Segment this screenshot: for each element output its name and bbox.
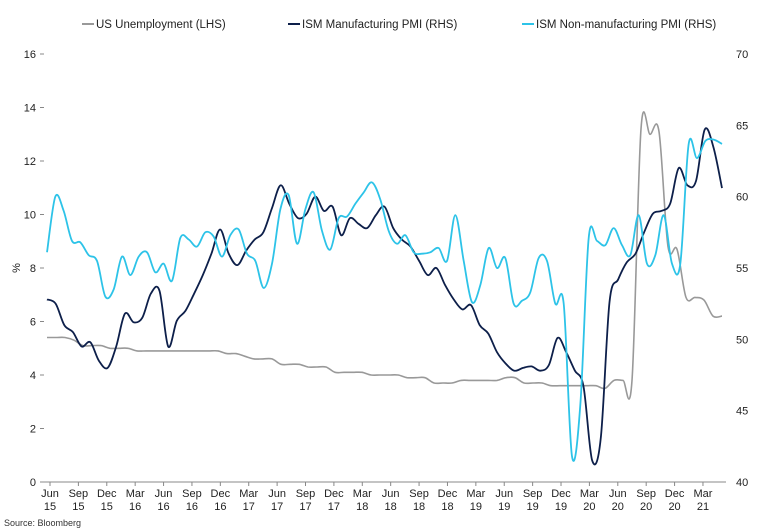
x-tick-label-year: 18 xyxy=(385,501,397,513)
x-tick-label-year: 19 xyxy=(555,501,567,513)
x-tick-label-year: 15 xyxy=(44,501,56,513)
x-tick-label-month: Dec xyxy=(438,488,458,500)
y-left-tick-label: 0 xyxy=(30,477,36,489)
x-tick-label-month: Jun xyxy=(41,488,59,500)
y-axis-left-ticks: 0 2 4 6 8 10 12 14 16 xyxy=(24,49,44,489)
x-tick-label-year: 18 xyxy=(356,501,368,513)
x-tick-label-month: Mar xyxy=(693,488,712,500)
x-tick-label-year: 15 xyxy=(101,501,113,513)
y-left-tick-label: 14 xyxy=(24,103,36,115)
series-line-unemployment xyxy=(46,111,723,400)
x-tick-label-month: Sep xyxy=(296,488,316,500)
x-tick-label-year: 20 xyxy=(583,501,595,513)
x-tick-label-year: 19 xyxy=(470,501,482,513)
x-tick-label-month: Mar xyxy=(239,488,258,500)
x-tick-label-year: 16 xyxy=(157,501,169,513)
series-line-ism-manufacturing xyxy=(46,127,723,466)
series-layer xyxy=(46,111,723,466)
x-axis-ticks: Jun15Sep15Dec15Mar16Jun16Sep16Dec16Mar17… xyxy=(41,482,713,513)
y-left-tick-label: 6 xyxy=(30,317,36,329)
y-right-tick-label: 50 xyxy=(736,334,748,346)
y-right-tick-label: 55 xyxy=(736,263,748,275)
y-left-tick-label: 8 xyxy=(30,263,36,275)
x-tick-label-year: 17 xyxy=(243,501,255,513)
x-tick-label-year: 17 xyxy=(328,501,340,513)
y-right-tick-label: 40 xyxy=(736,477,748,489)
y-right-tick-label: 60 xyxy=(736,192,748,204)
y-right-tick-label: 70 xyxy=(736,49,748,61)
x-tick-label-month: Sep xyxy=(69,488,89,500)
series-line-ism-nonmanufacturing xyxy=(46,137,723,462)
x-tick-label-year: 16 xyxy=(214,501,226,513)
x-tick-label-month: Sep xyxy=(182,488,202,500)
y-left-tick-label: 2 xyxy=(30,424,36,436)
x-tick-label-month: Mar xyxy=(353,488,372,500)
x-tick-label-month: Mar xyxy=(126,488,145,500)
x-tick-label-month: Jun xyxy=(495,488,513,500)
x-tick-label-year: 16 xyxy=(129,501,141,513)
y-left-tick-label: 12 xyxy=(24,156,36,168)
x-tick-label-year: 20 xyxy=(612,501,624,513)
x-tick-label-month: Jun xyxy=(382,488,400,500)
y-left-tick-label: 10 xyxy=(24,210,36,222)
x-tick-label-month: Dec xyxy=(97,488,117,500)
source-note: Source: Bloomberg xyxy=(4,518,81,528)
y-right-tick-label: 65 xyxy=(736,120,748,132)
legend-label-ism-manufacturing: ISM Manufacturing PMI (RHS) xyxy=(302,19,457,31)
y-left-tick-label: 16 xyxy=(24,49,36,61)
x-tick-label-month: Sep xyxy=(636,488,656,500)
x-tick-label-month: Jun xyxy=(609,488,627,500)
x-tick-label-month: Mar xyxy=(580,488,599,500)
x-tick-label-year: 21 xyxy=(697,501,709,513)
x-tick-label-year: 20 xyxy=(640,501,652,513)
y-right-tick-label: 45 xyxy=(736,406,748,418)
x-tick-label-month: Dec xyxy=(665,488,685,500)
x-tick-label-year: 20 xyxy=(668,501,680,513)
x-tick-label-month: Jun xyxy=(155,488,173,500)
y-axis-left-label: % xyxy=(11,263,23,273)
x-tick-label-year: 17 xyxy=(299,501,311,513)
x-tick-label-month: Mar xyxy=(466,488,485,500)
legend: US Unemployment (LHS) ISM Manufacturing … xyxy=(82,19,716,31)
legend-label-unemployment: US Unemployment (LHS) xyxy=(96,19,226,31)
x-tick-label-year: 19 xyxy=(498,501,510,513)
x-tick-label-month: Jun xyxy=(268,488,286,500)
x-tick-label-month: Dec xyxy=(324,488,344,500)
x-tick-label-year: 18 xyxy=(441,501,453,513)
legend-label-ism-nonmanufacturing: ISM Non-manufacturing PMI (RHS) xyxy=(536,19,716,31)
y-left-tick-label: 4 xyxy=(30,370,36,382)
x-tick-label-month: Dec xyxy=(211,488,231,500)
x-tick-label-year: 19 xyxy=(527,501,539,513)
x-tick-label-month: Sep xyxy=(409,488,429,500)
x-tick-label-month: Sep xyxy=(523,488,543,500)
x-tick-label-year: 15 xyxy=(72,501,84,513)
y-axis-right-ticks: 40 45 50 55 60 65 70 xyxy=(736,49,748,489)
x-tick-label-year: 16 xyxy=(186,501,198,513)
x-tick-label-month: Dec xyxy=(551,488,571,500)
x-tick-label-year: 18 xyxy=(413,501,425,513)
x-tick-label-year: 17 xyxy=(271,501,283,513)
